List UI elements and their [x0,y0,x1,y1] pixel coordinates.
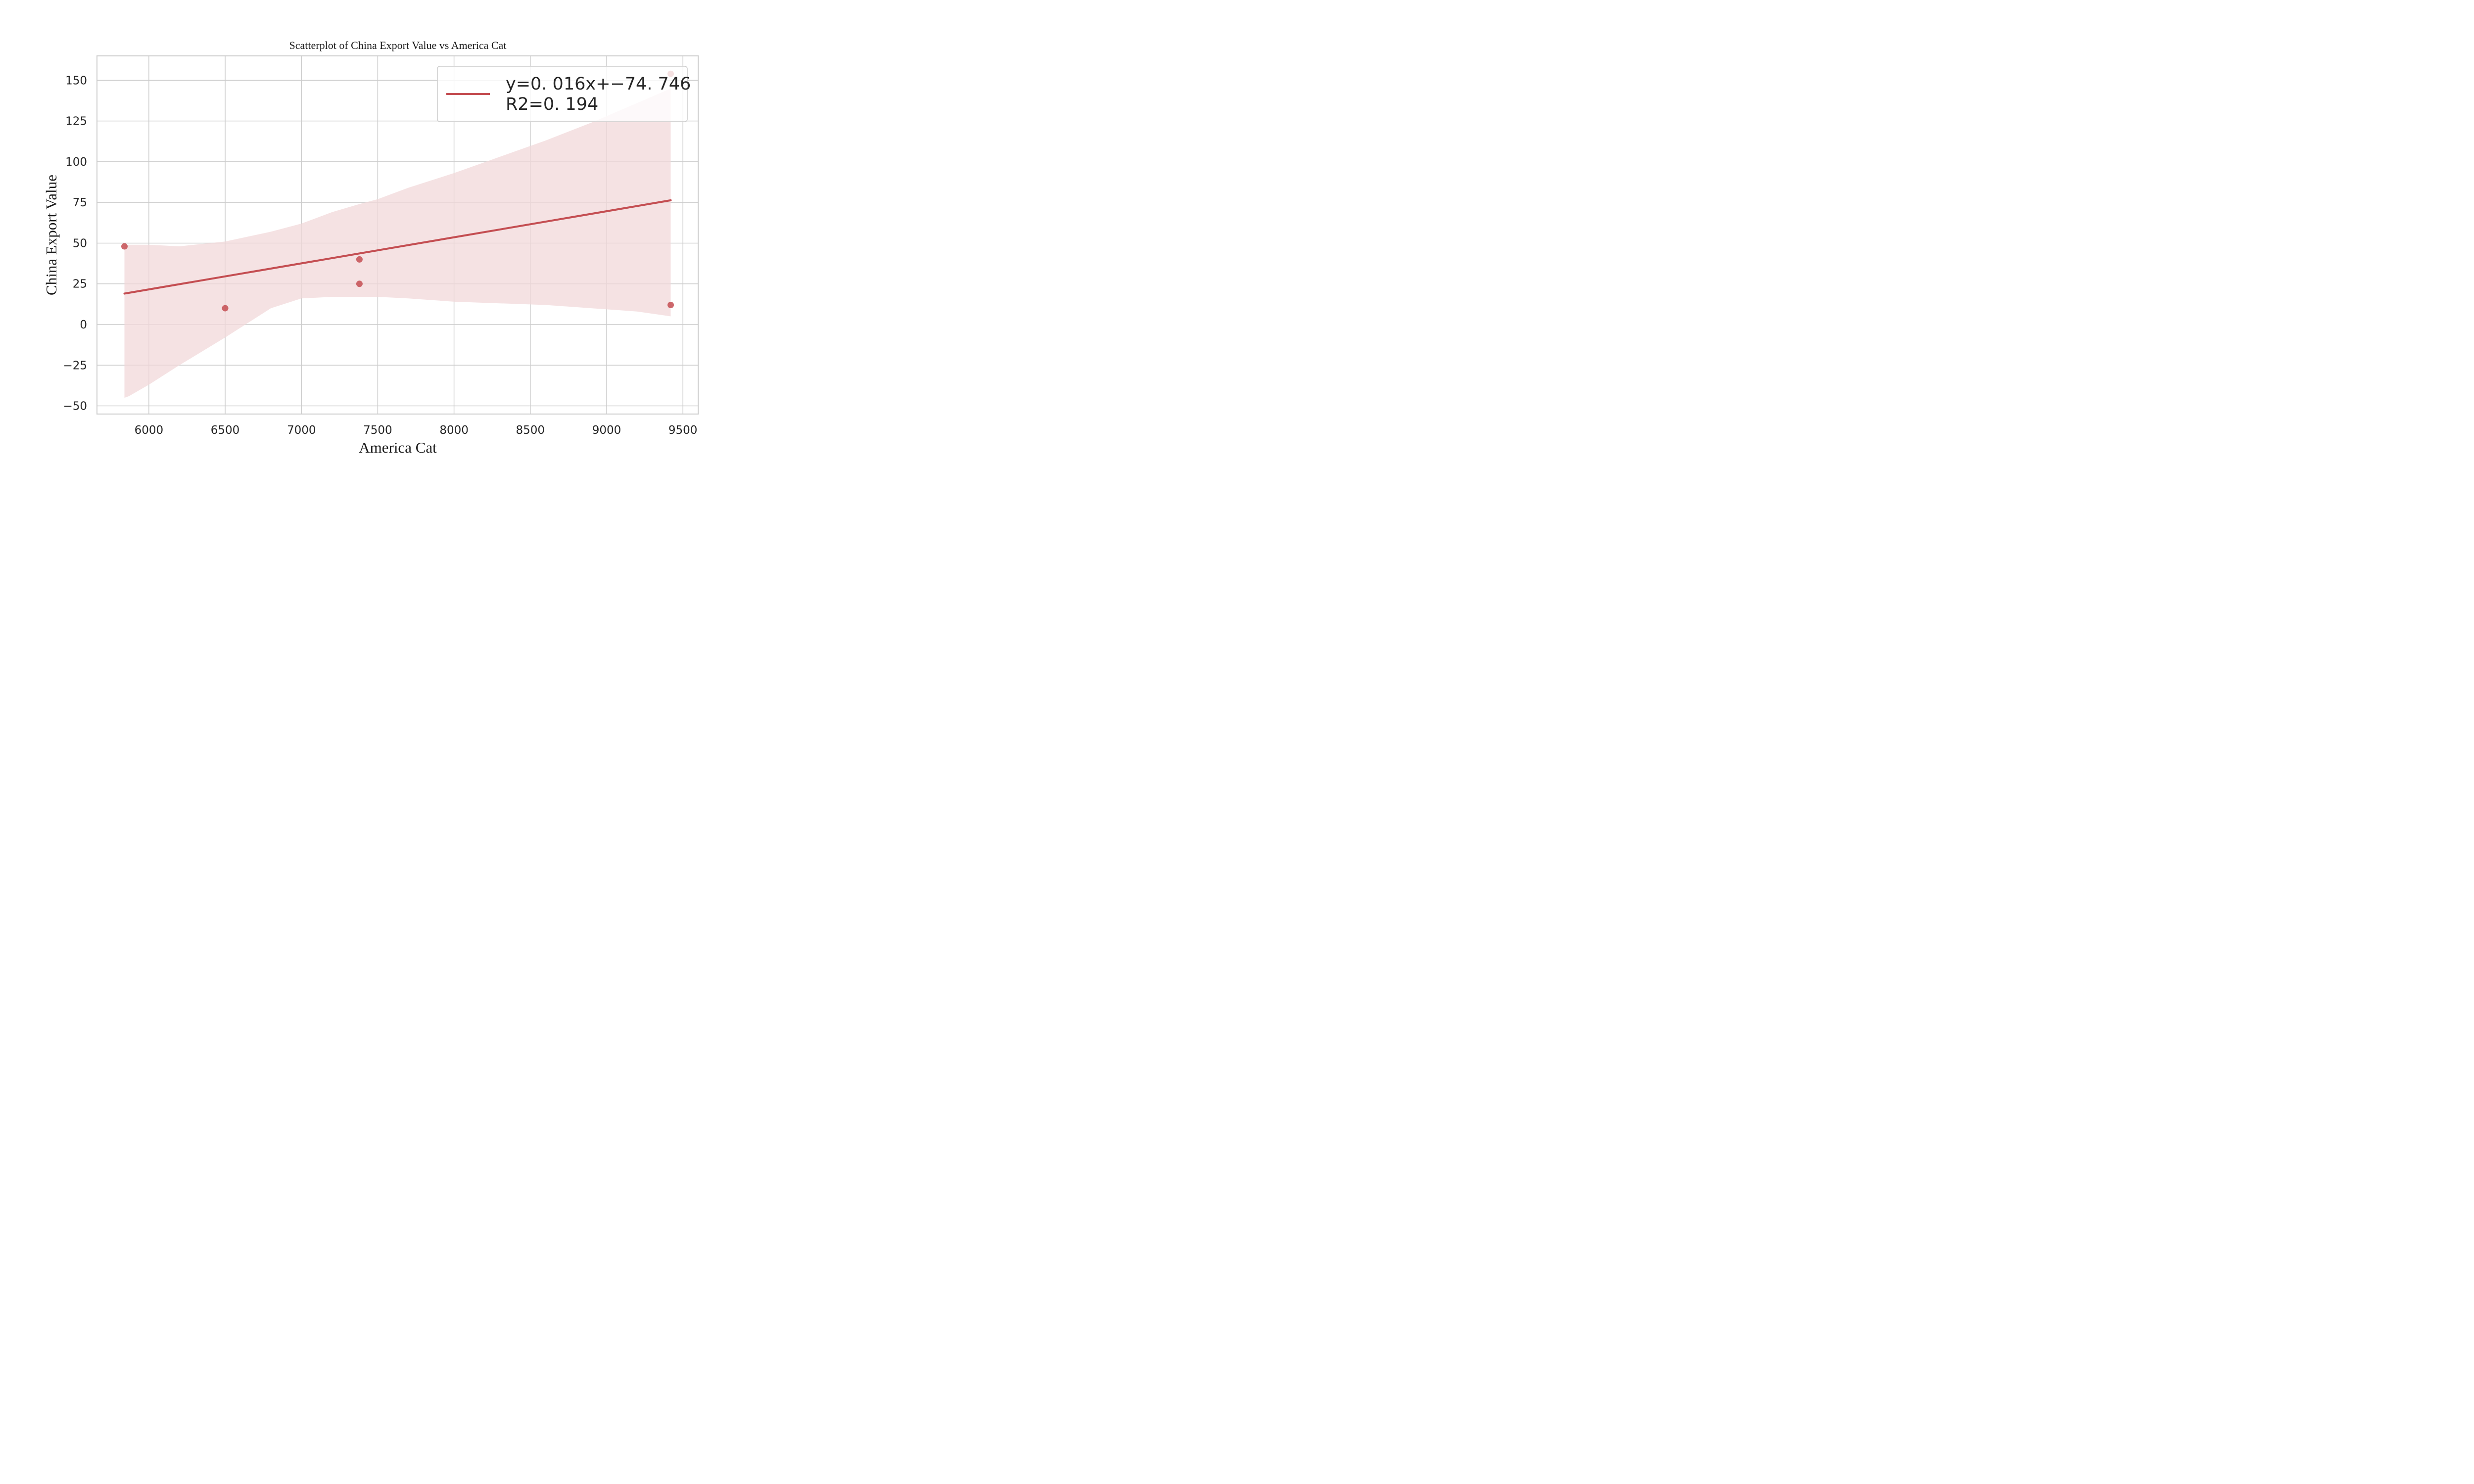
y-tick-label: 150 [65,74,87,87]
legend: y=0. 016x+−74. 746 R2=0. 194 [437,66,691,122]
y-tick-label: 125 [65,115,87,128]
x-tick-label: 6000 [135,424,164,437]
x-tick-labels: 6000 6500 7000 7500 8000 8500 9000 9500 [135,424,698,437]
y-tick-label: 100 [65,156,87,169]
x-tick-label: 9000 [592,424,621,437]
data-point [667,302,674,309]
x-tick-label: 8000 [439,424,469,437]
y-tick-label: 25 [73,278,87,291]
y-tick-label: 0 [80,319,87,331]
y-axis-label: China Export Value [43,175,60,295]
confidence-band-layer [124,88,671,398]
data-point [222,305,229,312]
confidence-band [124,88,671,398]
legend-equation: y=0. 016x+−74. 746 [506,74,691,94]
x-tick-label: 8500 [516,424,545,437]
legend-box [437,66,688,122]
data-point [121,243,128,250]
regression-line [123,199,672,295]
x-tick-label: 7500 [363,424,392,437]
scatter-chart: Scatterplot of China Export Value vs Ame… [43,39,699,456]
y-tick-label: 50 [73,237,87,250]
data-point [356,280,363,287]
x-tick-label: 6500 [211,424,240,437]
y-tick-labels: −50 −25 0 25 50 75 100 125 150 [63,74,87,413]
x-axis-label: America Cat [359,439,437,456]
regression-line-layer [123,199,672,295]
chart-title: Scatterplot of China Export Value vs Ame… [289,39,507,51]
y-tick-label: −25 [63,359,87,372]
plot-frame [96,55,699,415]
data-point [356,256,363,263]
y-tick-label: −50 [63,400,87,413]
legend-r2: R2=0. 194 [506,94,598,114]
x-tick-label: 9500 [668,424,698,437]
y-tick-label: 75 [73,196,87,209]
x-tick-label: 7000 [287,424,316,437]
